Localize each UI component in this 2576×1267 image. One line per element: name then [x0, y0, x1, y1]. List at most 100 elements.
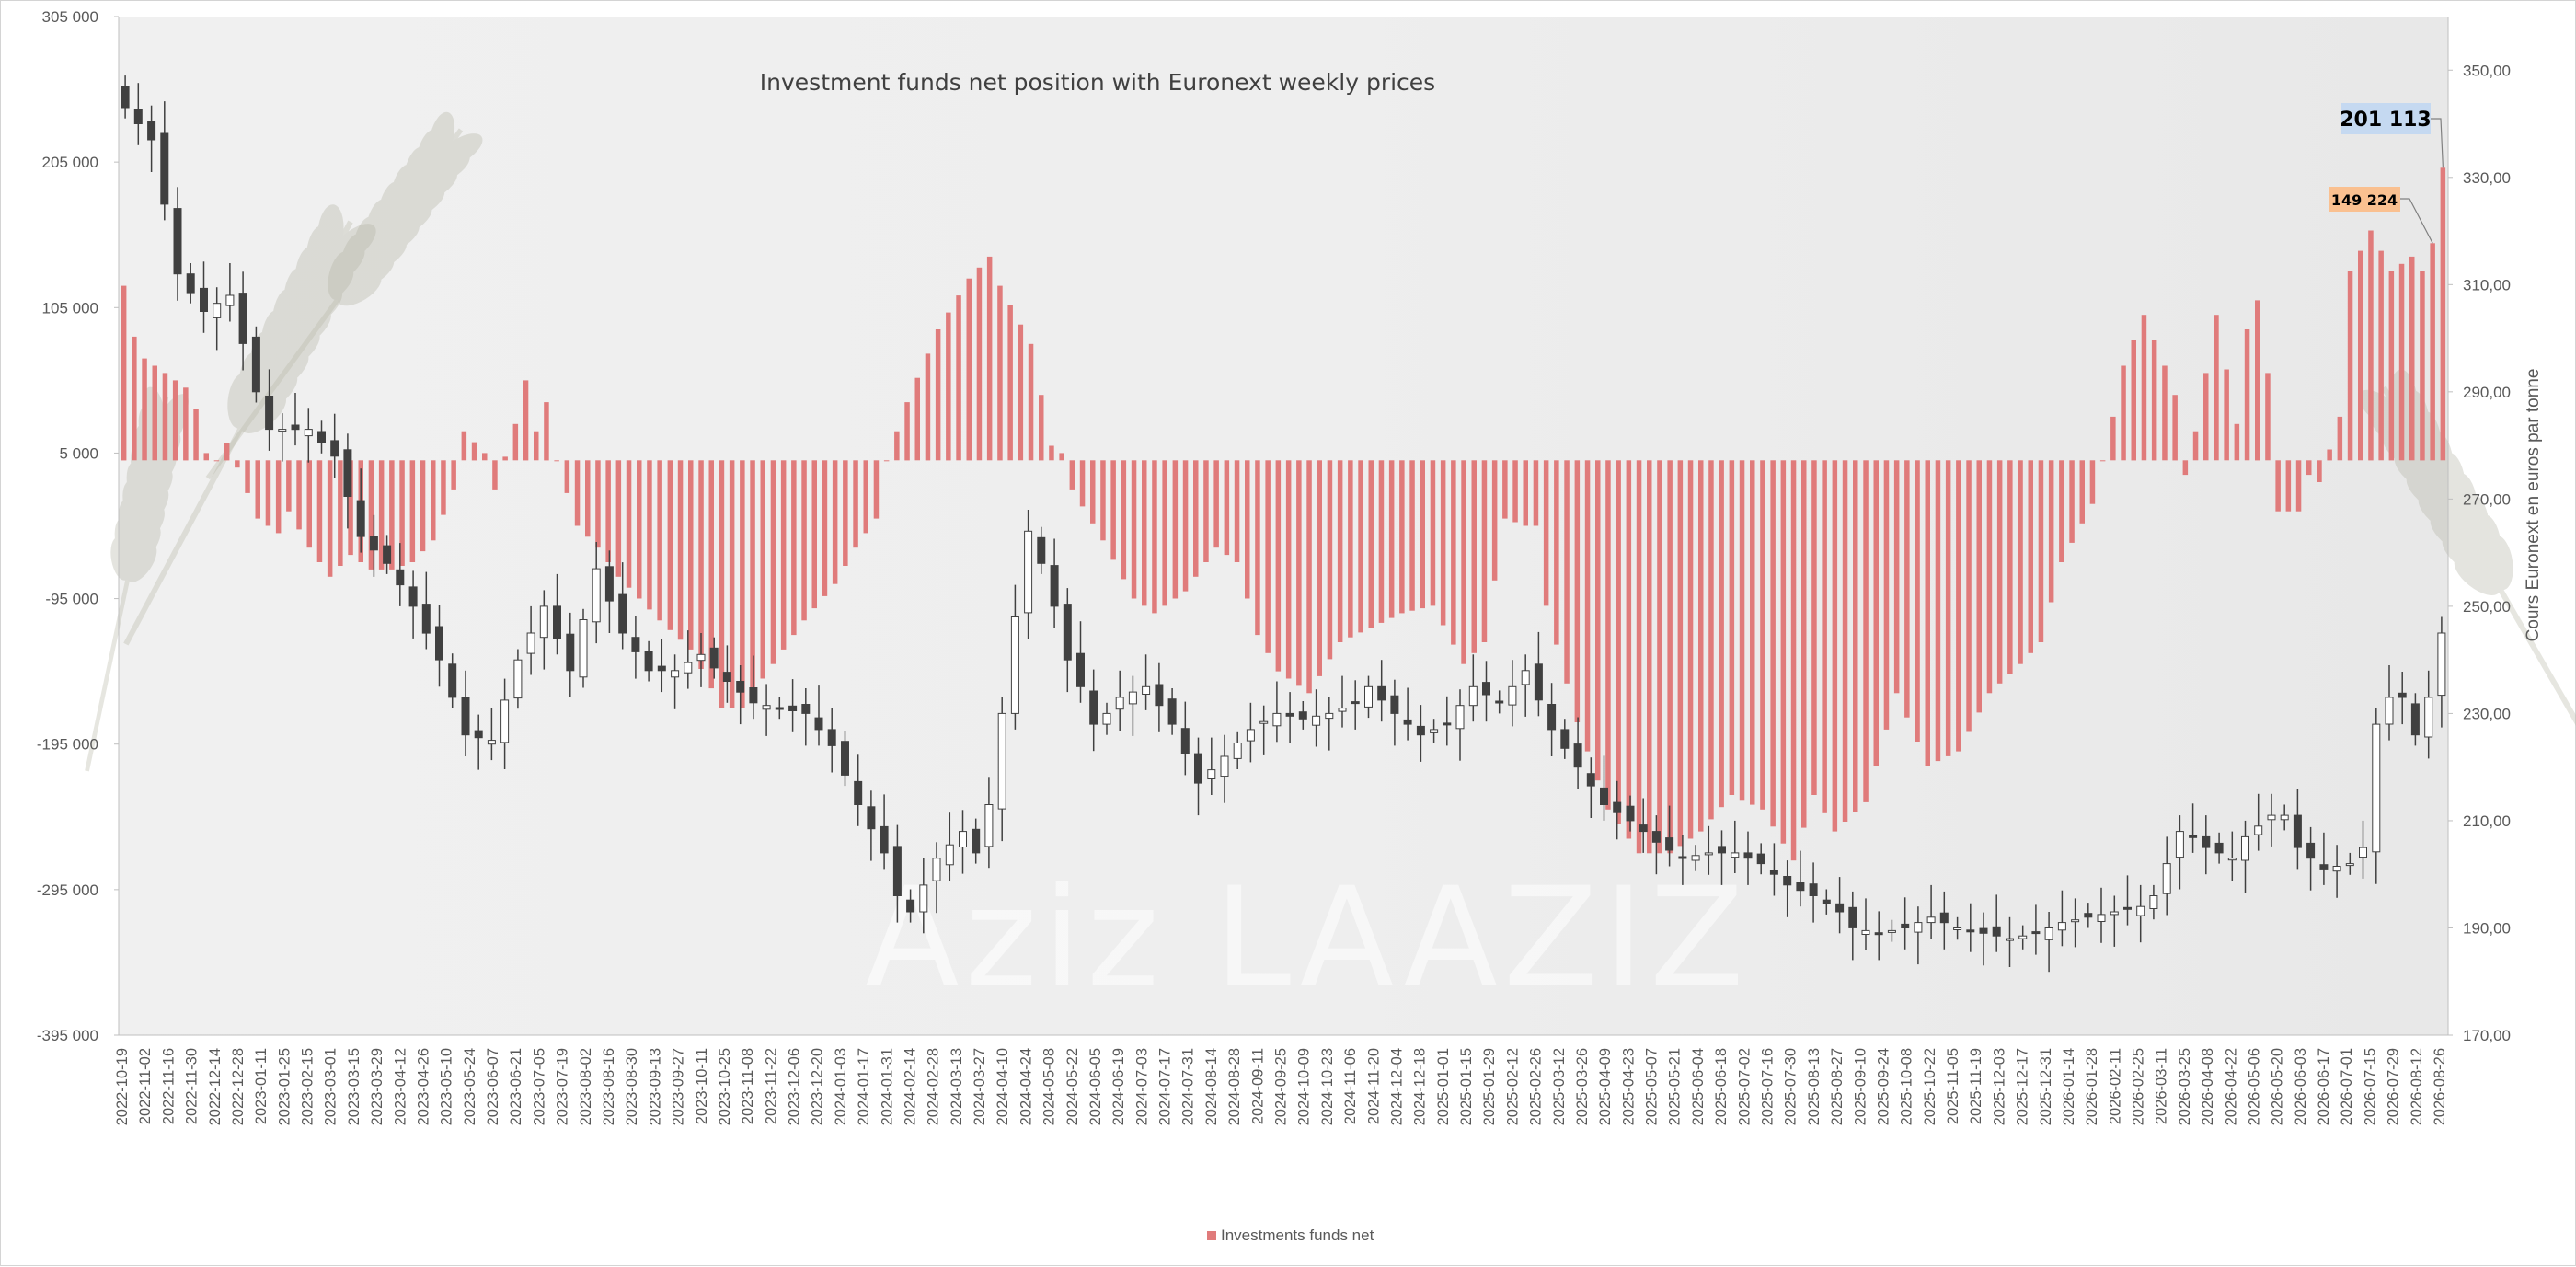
candlestick [1089, 669, 1098, 752]
net-position-bar [2275, 460, 2281, 512]
net-position-bar [1110, 460, 1116, 560]
net-position-bar [2038, 460, 2044, 642]
x-tick-label: 2024-06-19 [1110, 1048, 1127, 1125]
wheat-grain [305, 225, 333, 281]
candle-body [919, 884, 928, 913]
wheat-grain [118, 499, 141, 544]
y-tick-label: 205 000 [42, 154, 98, 171]
candlestick [278, 413, 287, 462]
y2-tick-label: 270,00 [2463, 490, 2511, 508]
net-position-bar [368, 460, 374, 570]
candle-body [1194, 753, 1202, 784]
candlestick [2202, 815, 2211, 875]
x-tick-label: 2024-10-23 [1319, 1048, 1336, 1125]
x-tick-label: 2022-10-19 [114, 1048, 131, 1125]
candlestick [2385, 665, 2394, 741]
net-position-bar [1708, 460, 1714, 820]
wheat-grain [2462, 493, 2490, 549]
net-position-bar [1245, 460, 1250, 599]
net-position-bar [296, 460, 302, 530]
x-tick-label: 2026-08-12 [2409, 1048, 2425, 1125]
net-position-bar [791, 460, 797, 636]
net-position-bar [750, 460, 755, 694]
net-position-bar [719, 460, 725, 708]
net-position-bar [1471, 460, 1477, 653]
candle-body [1678, 856, 1687, 859]
candlestick [932, 842, 941, 914]
candle-body [867, 806, 876, 830]
x-tick-label: 2025-03-12 [1551, 1048, 1568, 1125]
candle-body [1338, 708, 1347, 712]
candlestick [1743, 831, 1753, 885]
net-position-bars [121, 167, 2446, 861]
x-tick-label: 2024-01-17 [856, 1048, 872, 1125]
candlestick [1050, 538, 1059, 628]
candlestick [604, 550, 614, 633]
candle-body [160, 132, 169, 205]
candle-body [1115, 697, 1124, 710]
candlestick [984, 777, 994, 869]
candle-body [1718, 846, 1726, 854]
candlestick [160, 101, 169, 221]
candlestick [2006, 916, 2014, 967]
net-position-bar [1996, 460, 2003, 684]
net-position-bar [1234, 460, 1240, 562]
candle-body [2006, 938, 2014, 941]
net-position-bar [760, 460, 765, 679]
candle-body [604, 566, 614, 602]
wheat-grain [251, 371, 298, 412]
net-position-bar [1729, 460, 1735, 795]
x-tick-label: 2025-07-30 [1783, 1048, 1800, 1125]
x-tick-label: 2024-08-28 [1226, 1048, 1243, 1125]
net-position-bar [1986, 460, 1993, 694]
y-axis-left: 305 000 205 000 105 000 5 000 -95 000 -195 00… [37, 8, 120, 1044]
net-position-bar [729, 460, 735, 708]
candle-body [200, 287, 208, 312]
x-tick-label: 2025-03-26 [1574, 1048, 1591, 1125]
candle-body [2385, 697, 2394, 725]
candlestick [657, 639, 666, 693]
net-position-bar [585, 460, 591, 537]
x-tick-label: 2023-05-10 [439, 1048, 455, 1125]
net-position-bar [986, 256, 993, 461]
candle-body [2136, 905, 2145, 916]
candlestick [317, 420, 326, 454]
net-position-bar [966, 278, 972, 461]
candle-body [984, 804, 994, 847]
net-position-bar [1358, 460, 1363, 633]
x-tick-label: 2025-10-08 [1899, 1048, 1915, 1125]
net-position-bar [275, 460, 282, 534]
candle-body [854, 780, 863, 806]
x-tick-label: 2026-07-29 [2386, 1048, 2402, 1125]
x-tick-label: 2026-01-28 [2084, 1048, 2100, 1125]
wheat-grain [316, 204, 344, 259]
candle-body [2214, 842, 2224, 854]
net-position-bar [615, 460, 622, 577]
net-position-bar [740, 460, 745, 708]
candlestick [2214, 832, 2224, 864]
callout-previous-box [2329, 187, 2400, 212]
candlestick [225, 263, 235, 322]
wheat-grain [374, 220, 420, 254]
net-position-bar [2018, 460, 2023, 664]
candle-body [513, 659, 523, 699]
candle-body [722, 672, 731, 682]
candlestick [867, 790, 876, 861]
candle-body [932, 858, 941, 881]
candlestick [1560, 719, 1570, 759]
net-position-bar [956, 295, 961, 461]
net-position-bar [1069, 460, 1075, 490]
x-tick-label: 2025-07-16 [1760, 1048, 1777, 1125]
net-position-bar [1121, 460, 1127, 580]
net-position-bar [1647, 460, 1652, 854]
candle-body [749, 687, 758, 704]
wheat-ear-3 [85, 386, 189, 772]
candlestick [1416, 705, 1425, 762]
net-position-bar [1430, 460, 1436, 606]
x-tick-label: 2022-11-30 [184, 1048, 201, 1124]
wheat-grain [126, 543, 157, 582]
candlestick [1953, 916, 1962, 940]
x-tick-label: 2023-08-02 [578, 1048, 594, 1125]
candle-body [1573, 743, 1582, 768]
